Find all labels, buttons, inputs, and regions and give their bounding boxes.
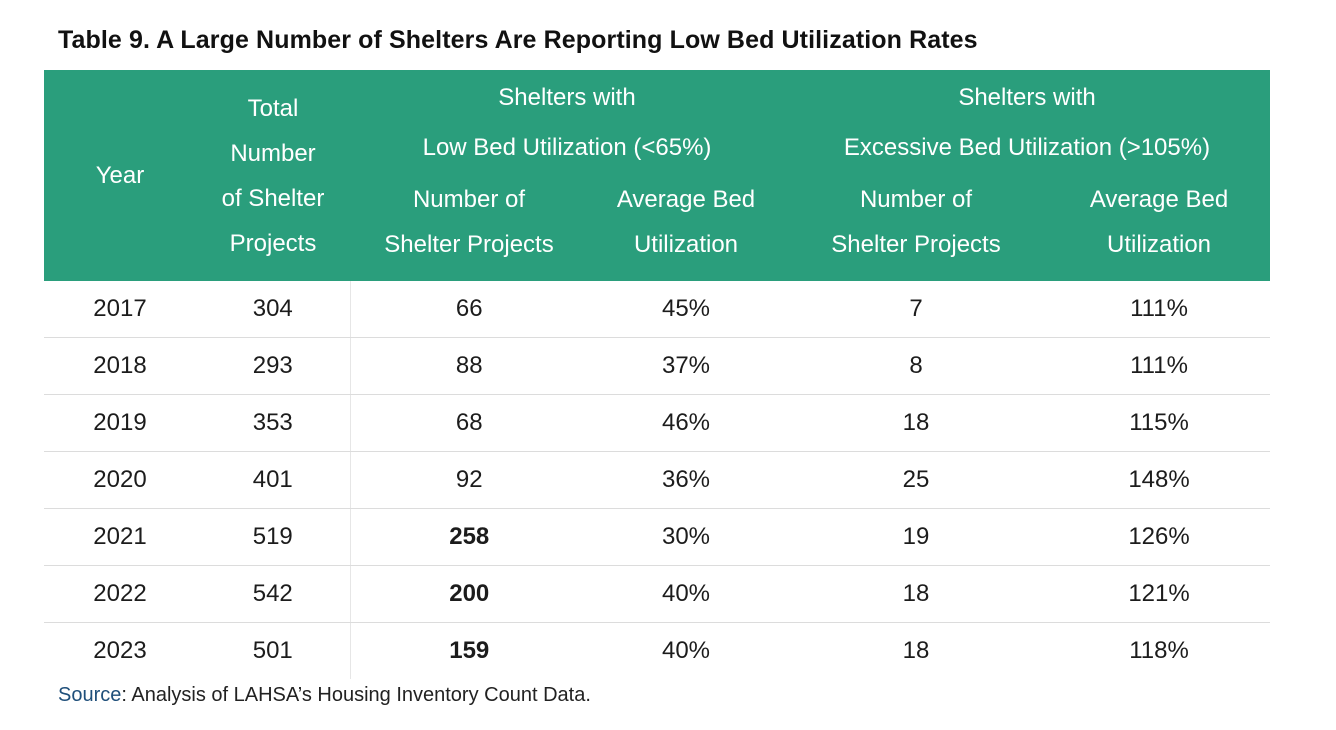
cell-excessive-average: 111%	[1048, 337, 1271, 395]
cell-low-average: 45%	[588, 281, 784, 338]
header-sub-line: Shelter Projects	[384, 231, 554, 258]
cell-low-average: 40%	[661, 637, 711, 664]
header-year: Year	[44, 70, 196, 281]
cell-low-count: 200	[350, 565, 588, 623]
table-row: 2023 501 159 40% 18 118%	[44, 622, 1270, 679]
table-title: Table 9. A Large Number of Shelters Are …	[58, 26, 978, 54]
header-excessive-utilization-group: Shelters with Excessive Bed Utilization …	[784, 70, 1271, 173]
cell-excessive-average: 121%	[1048, 565, 1271, 623]
source-note: Source: Analysis of LAHSA’s Housing Inve…	[58, 684, 591, 707]
cell-excessive-count: 18	[784, 565, 1048, 623]
header-low-number-of-projects: Number of Shelter Projects	[350, 173, 588, 281]
header-excessive-average-utilization: Average Bed Utilization	[1048, 173, 1271, 281]
header-group-line: Shelters with	[958, 84, 1096, 111]
header-sub-line: Utilization	[1106, 231, 1212, 258]
cell-low-count: 258	[350, 508, 588, 566]
cell-excessive-average: 118%	[1129, 637, 1189, 664]
header-total-line: Number	[230, 139, 316, 167]
table-row: 2018 293 88 37% 8 111%	[44, 337, 1271, 395]
header-group-line: Low Bed Utilization (<65%)	[422, 134, 712, 161]
cell-total: 401	[196, 451, 351, 509]
header-total-line: Projects	[229, 229, 317, 257]
header-sub-line: Average Bed	[616, 186, 756, 213]
cell-year: 2017	[44, 281, 196, 338]
shelter-utilization-table: Year Total Number of Shelter Projects Sh…	[44, 70, 1271, 679]
cell-excessive-count: 18	[784, 394, 1048, 452]
cell-low-average: 36%	[588, 451, 784, 509]
header-group-line: Shelters with	[498, 84, 636, 111]
cell-total: 353	[196, 394, 351, 452]
cell-excessive-count: 7	[784, 281, 1048, 338]
cell-low-count: 66	[350, 281, 588, 338]
header-sub-line: Utilization	[633, 231, 739, 258]
table-row: 2022 542 200 40% 18 121%	[44, 565, 1271, 623]
header-sub-line: Number of	[859, 186, 973, 213]
cell-total: 501	[196, 622, 351, 679]
table-row: 2020 401 92 36% 25 148%	[44, 451, 1271, 509]
header-low-utilization-group: Shelters with Low Bed Utilization (<65%)	[350, 70, 784, 173]
cell-year: 2018	[44, 337, 196, 395]
table-row: 2021 519 258 30% 19 126%	[44, 508, 1271, 566]
cell-low-average: 37%	[588, 337, 784, 395]
cell-year: 2023	[93, 637, 147, 664]
cell-total: 293	[196, 337, 351, 395]
cell-low-average: 46%	[588, 394, 784, 452]
cell-excessive-count: 18	[902, 637, 930, 664]
data-table: Year Total Number of Shelter Projects Sh…	[44, 70, 1271, 679]
cell-excessive-average: 126%	[1048, 508, 1271, 566]
cell-year: 2021	[44, 508, 196, 566]
cell-excessive-count: 8	[784, 337, 1048, 395]
header-total-line: Total	[247, 94, 299, 122]
cell-low-count: 92	[350, 451, 588, 509]
cell-excessive-average: 115%	[1048, 394, 1271, 452]
cell-total: 304	[196, 281, 351, 338]
cell-year: 2020	[44, 451, 196, 509]
cell-low-count: 88	[350, 337, 588, 395]
header-sub-line: Shelter Projects	[831, 231, 1001, 258]
cell-low-average: 30%	[588, 508, 784, 566]
cell-low-count: 159	[449, 637, 490, 664]
cell-excessive-average: 148%	[1048, 451, 1271, 509]
header-sub-line: Average Bed	[1089, 186, 1229, 213]
cell-total: 542	[196, 565, 351, 623]
source-label: Source	[58, 684, 122, 706]
header-excessive-number-of-projects: Number of Shelter Projects	[784, 173, 1048, 281]
cell-year: 2022	[44, 565, 196, 623]
table-header: Year Total Number of Shelter Projects Sh…	[44, 70, 1271, 281]
header-low-average-utilization: Average Bed Utilization	[588, 173, 784, 281]
cell-year: 2019	[44, 394, 196, 452]
cell-total: 519	[196, 508, 351, 566]
cell-low-count: 68	[350, 394, 588, 452]
header-total-line: of Shelter	[221, 184, 325, 212]
table-row: 2019 353 68 46% 18 115%	[44, 394, 1271, 452]
header-total-shelter-projects: Total Number of Shelter Projects	[196, 70, 350, 281]
header-group-line: Excessive Bed Utilization (>105%)	[843, 134, 1211, 161]
header-sub-line: Number of	[412, 186, 526, 213]
table-row: 2017 304 66 45% 7 111%	[44, 281, 1271, 338]
cell-excessive-count: 25	[784, 451, 1048, 509]
table-body: 2017 304 66 45% 7 111% 2018 293 88 37% 8…	[44, 281, 1271, 679]
cell-low-average: 40%	[588, 565, 784, 623]
source-text: : Analysis of LAHSA’s Housing Inventory …	[121, 684, 591, 706]
cell-excessive-count: 19	[784, 508, 1048, 566]
cell-excessive-average: 111%	[1048, 281, 1271, 338]
